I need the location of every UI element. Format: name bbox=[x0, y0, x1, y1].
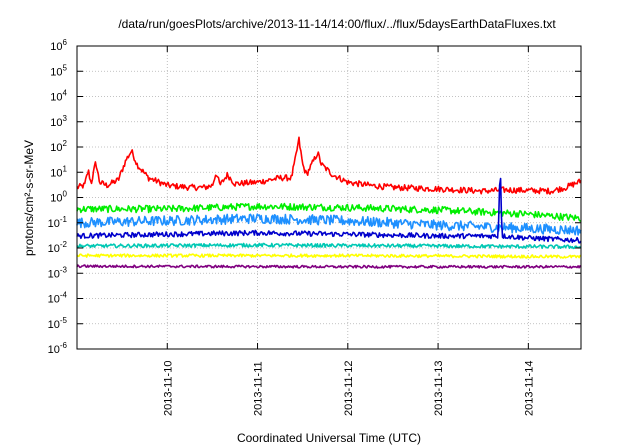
series-line bbox=[76, 253, 582, 259]
series-line bbox=[76, 202, 582, 222]
x-axis-label: Coordinated Universal Time (UTC) bbox=[237, 431, 421, 445]
x-tick-label: 2013-11-12 bbox=[343, 361, 355, 416]
series-line bbox=[76, 264, 582, 269]
chart-title: /data/run/goesPlots/archive/2013-11-14/1… bbox=[118, 17, 556, 31]
x-axis: 2013-11-10 2013-11-11 2013-11-12 2013-11-13… bbox=[162, 46, 535, 416]
plot-area bbox=[76, 136, 582, 269]
grid bbox=[77, 46, 581, 349]
y-axis-label: protons/cm²-s-sr-MeV bbox=[22, 140, 36, 256]
x-tick-label: 2013-11-11 bbox=[253, 361, 265, 416]
series-line bbox=[76, 242, 582, 250]
series-line bbox=[76, 177, 582, 244]
x-tick-label: 2013-11-10 bbox=[162, 361, 174, 416]
x-tick-label: 2013-11-14 bbox=[523, 361, 535, 416]
series-line bbox=[76, 213, 582, 236]
series-line bbox=[76, 136, 582, 195]
x-tick-label: 2013-11-13 bbox=[433, 361, 445, 416]
